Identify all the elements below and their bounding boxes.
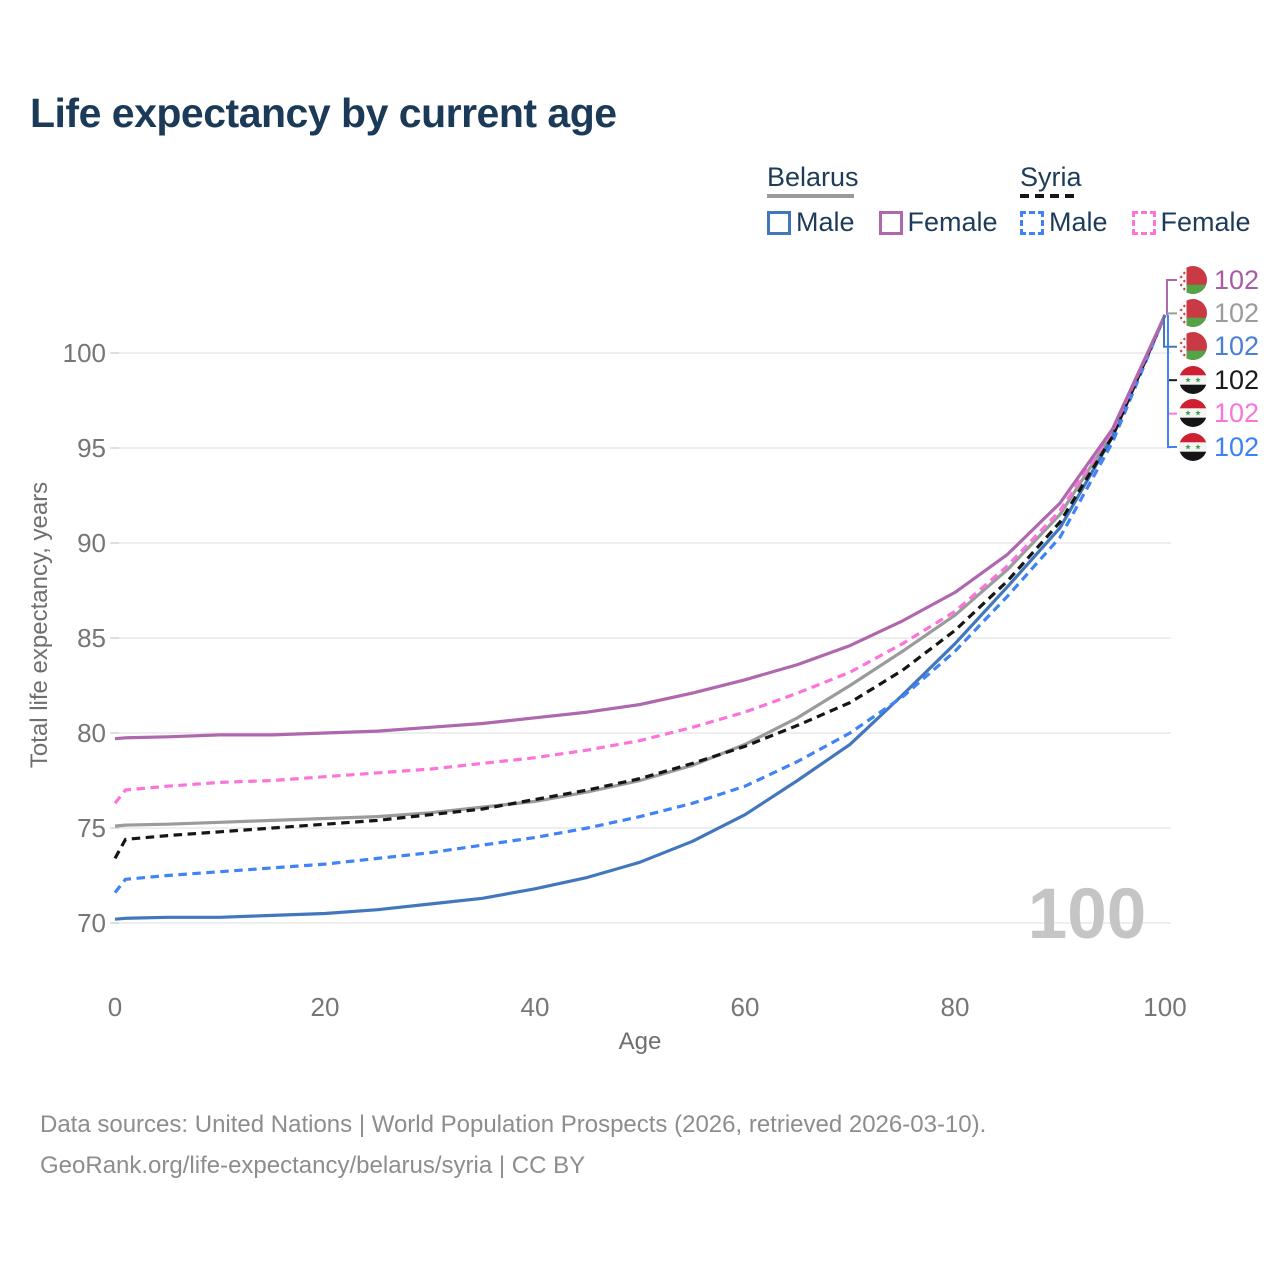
y-tick-label: 90: [77, 528, 106, 558]
legend-country-belarus[interactable]: Belarus: [767, 162, 859, 198]
leader-belarus-female: [1166, 279, 1177, 315]
legend-group-belarus: Belarus Male Female: [767, 162, 998, 238]
age-watermark: 100: [1028, 875, 1146, 954]
legend-country-label: Syria: [1020, 162, 1082, 192]
legend-country-syria[interactable]: Syria: [1020, 162, 1082, 198]
legend-item-belarus-female[interactable]: Female: [907, 207, 998, 237]
y-tick-label: 70: [77, 908, 106, 938]
x-tick-label: 100: [1143, 992, 1186, 1022]
legend-item-syria-male[interactable]: Male: [1049, 207, 1108, 237]
attribution-line: GeoRank.org/life-expectancy/belarus/syri…: [40, 1152, 586, 1179]
y-tick-label: 100: [63, 338, 106, 368]
x-tick-label: 20: [311, 992, 340, 1022]
y-tick-label: 95: [77, 433, 106, 463]
legend-swatch-syria-male[interactable]: [1020, 210, 1044, 235]
series-line-syria-male[interactable]: [113, 314, 1167, 894]
series-line-syria-both[interactable]: [113, 314, 1167, 860]
legend: Belarus Male Female Syria Male Female: [0, 0, 1280, 250]
y-tick-label: 85: [77, 623, 106, 653]
data-sources-line: Data sources: United Nations | World Pop…: [40, 1111, 987, 1138]
x-tick-label: 0: [108, 992, 122, 1022]
series-line-belarus-male[interactable]: [114, 314, 1167, 921]
x-axis-title: Age: [619, 1028, 662, 1055]
y-axis-title: Total life expectancy, years: [26, 482, 53, 768]
syria-total-line-swatch: [1020, 194, 1080, 198]
leader-belarus-male: [1163, 315, 1177, 348]
legend-swatch-belarus-female[interactable]: [878, 210, 903, 235]
page-title: Life expectancy by current age: [30, 90, 617, 136]
x-tick-label: 60: [731, 992, 760, 1022]
legend-swatch-syria-female[interactable]: [1131, 210, 1156, 235]
series-line-belarus-both[interactable]: [114, 314, 1167, 828]
legend-group-syria: Syria Male Female: [1020, 162, 1251, 238]
legend-swatch-belarus-male[interactable]: [767, 210, 791, 235]
legend-item-belarus-male[interactable]: Male: [796, 207, 855, 237]
footer: Data sources: United Nations | World Pop…: [40, 1104, 986, 1186]
y-tick-label: 75: [77, 813, 106, 843]
belarus-total-line-swatch: [767, 194, 854, 198]
leader-syria-male: [1167, 315, 1177, 448]
legend-country-label: Belarus: [767, 162, 859, 192]
x-tick-label: 80: [941, 992, 970, 1022]
series-line-belarus-female[interactable]: [114, 314, 1167, 741]
x-tick-label: 40: [521, 992, 550, 1022]
legend-item-syria-female[interactable]: Female: [1160, 207, 1251, 237]
series-line-syria-female[interactable]: [113, 314, 1167, 805]
y-tick-label: 80: [77, 718, 106, 748]
